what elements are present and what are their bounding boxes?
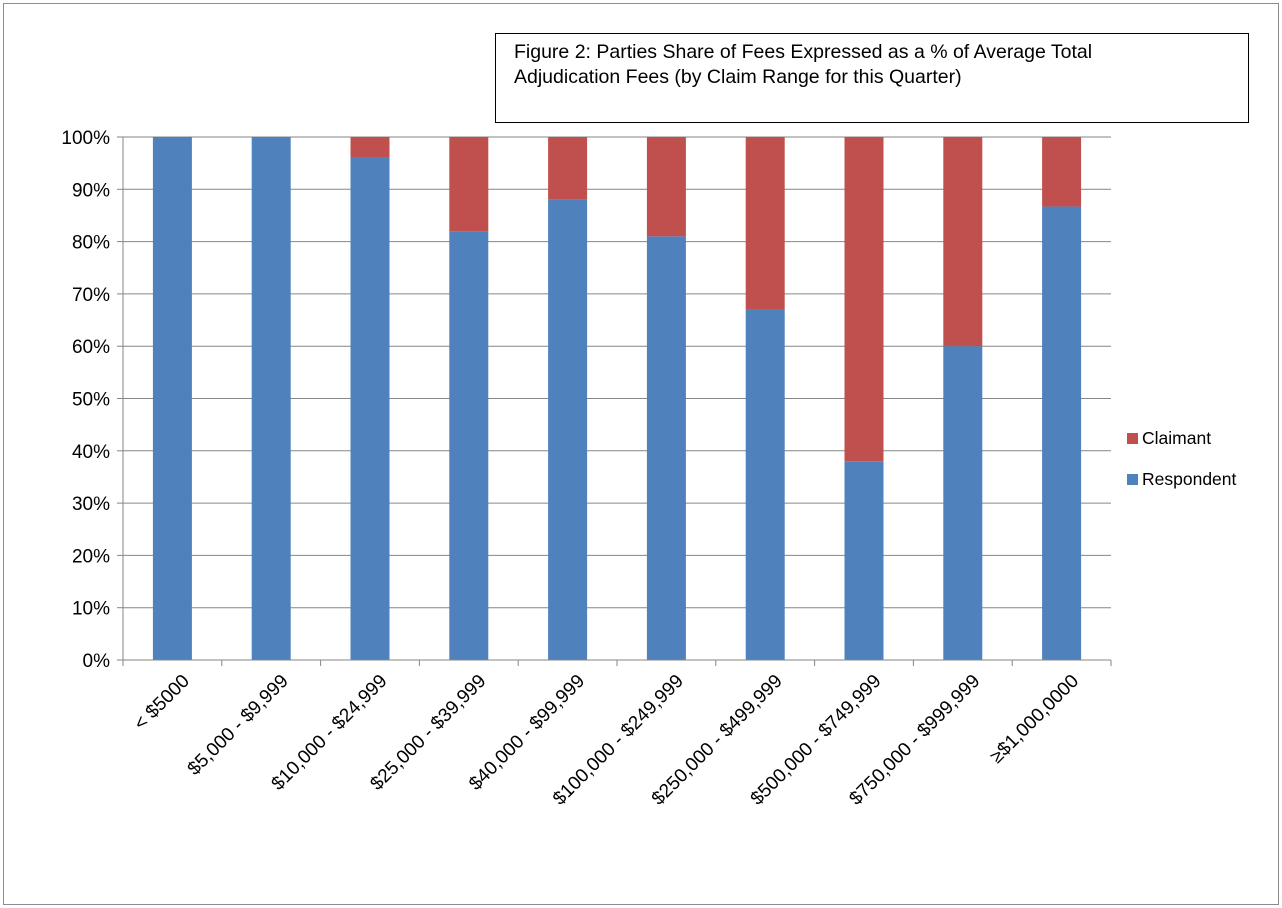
chart-title-line-1: Figure 2: Parties Share of Fees Expresse… — [514, 41, 1093, 63]
legend-swatch-respondent — [1127, 474, 1138, 485]
y-tick-label: 80% — [72, 233, 110, 254]
y-tick-label: 60% — [72, 337, 110, 358]
bar-respondent — [745, 309, 785, 660]
bar-respondent — [152, 137, 192, 660]
bar-respondent — [251, 137, 291, 660]
bar-claimant — [350, 137, 390, 158]
y-tick-label: 50% — [72, 390, 110, 411]
y-tick-label: 40% — [72, 442, 110, 463]
y-tick-label: 30% — [72, 494, 110, 515]
x-tick-label: ≥$1,000,0000 — [986, 671, 1083, 768]
chart-title-line-2: Adjudication Fees (by Claim Range for th… — [514, 66, 962, 88]
bar-respondent — [844, 461, 884, 660]
y-tick-label: 100% — [61, 128, 110, 149]
bar-claimant — [449, 137, 489, 232]
bar-respondent — [943, 346, 983, 660]
legend: Claimant Respondent — [1127, 428, 1237, 489]
bar-claimant — [548, 137, 588, 200]
bar-respondent — [646, 236, 686, 660]
x-tick-label: $5,000 - $9,999 — [184, 671, 293, 780]
chart-title-box: Figure 2: Parties Share of Fees Expresse… — [495, 33, 1249, 123]
bars — [152, 137, 1082, 661]
legend-label-claimant: Claimant — [1142, 428, 1211, 448]
y-tick-label: 20% — [72, 546, 110, 567]
y-tick-label: 10% — [72, 599, 110, 620]
bar-respondent — [548, 199, 588, 660]
bar-respondent — [350, 157, 390, 661]
bar-claimant — [844, 137, 884, 462]
x-tick-label: < $5000 — [130, 671, 194, 735]
bar-claimant — [745, 137, 785, 310]
y-tick-label: 90% — [72, 180, 110, 201]
bar-claimant — [646, 137, 686, 237]
bar-respondent — [1042, 206, 1082, 660]
bar-claimant — [1042, 137, 1082, 207]
bar-claimant — [943, 137, 983, 347]
y-tick-label: 70% — [72, 285, 110, 306]
y-tick-label: 0% — [83, 651, 111, 672]
legend-label-respondent: Respondent — [1142, 469, 1237, 489]
bar-respondent — [449, 231, 489, 660]
legend-swatch-claimant — [1127, 433, 1138, 444]
